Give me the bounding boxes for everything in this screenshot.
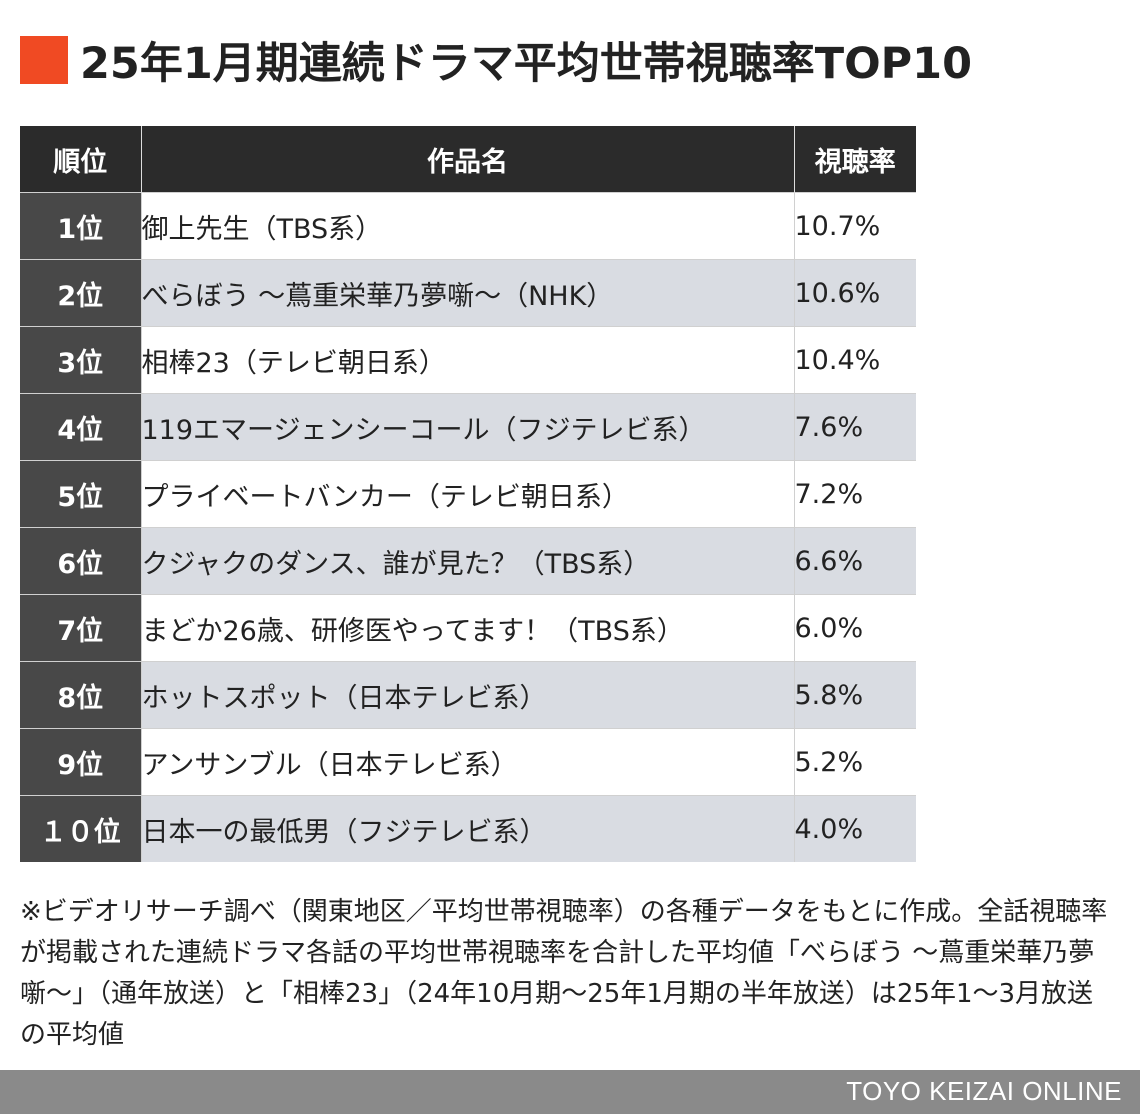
table-row: 9位 アンサンブル（日本テレビ系） 5.2%: [20, 728, 916, 796]
rating-cell: 10.7%: [793, 192, 916, 260]
rank-cell: 3位: [20, 326, 141, 394]
drama-title-cell: 日本一の最低男（フジテレビ系）: [140, 795, 794, 862]
table-row: 2位 べらぼう ～蔦重栄華乃夢噺～（NHK） 10.6%: [20, 259, 916, 327]
footnote: ※ビデオリサーチ調べ（関東地区／平均世帯視聴率）の各種データをもとに作成。全話視…: [20, 897, 1108, 1050]
rating-cell: 6.0%: [793, 594, 916, 662]
drama-title-cell: 御上先生（TBS系）: [140, 192, 794, 260]
drama-title-cell: プライベートバンカー（テレビ朝日系）: [140, 460, 794, 528]
rating-cell: 6.6%: [793, 527, 916, 595]
rating-cell: 7.6%: [793, 393, 916, 461]
rating-cell: 7.2%: [793, 460, 916, 528]
footer-brand: TOYO KEIZAI ONLINE: [846, 1076, 1122, 1106]
drama-title-cell: 119エマージェンシーコール（フジテレビ系）: [140, 393, 794, 461]
column-header-rate: 視聴率: [793, 126, 916, 193]
drama-title-cell: べらぼう ～蔦重栄華乃夢噺～（NHK）: [140, 259, 794, 327]
rank-cell: １０位: [20, 795, 141, 862]
footer-bar: TOYO KEIZAI ONLINE: [0, 1070, 1140, 1114]
rank-cell: 5位: [20, 460, 141, 528]
ranking-table: 順位 作品名 視聴率 1位 御上先生（TBS系） 10.7% 2位 べらぼう ～蔦重栄華…: [20, 126, 916, 862]
drama-title-cell: ホットスポット（日本テレビ系）: [140, 661, 794, 729]
drama-title-cell: まどか26歳、研修医やってます！（TBS系）: [140, 594, 794, 662]
rating-cell: 10.4%: [793, 326, 916, 394]
rank-cell: 7位: [20, 594, 141, 662]
rank-cell: 6位: [20, 527, 141, 595]
column-header-title: 作品名: [140, 126, 794, 193]
title-marker-square: [20, 36, 68, 84]
rank-cell: 2位: [20, 259, 141, 327]
rating-cell: 4.0%: [793, 795, 916, 862]
table-row: １０位 日本一の最低男（フジテレビ系） 4.0%: [20, 795, 916, 862]
table-row: 1位 御上先生（TBS系） 10.7%: [20, 192, 916, 260]
column-header-rank: 順位: [20, 126, 141, 193]
rating-cell: 10.6%: [793, 259, 916, 327]
table-row: 4位 119エマージェンシーコール（フジテレビ系） 7.6%: [20, 393, 916, 461]
table-body: 1位 御上先生（TBS系） 10.7% 2位 べらぼう ～蔦重栄華乃夢噺～（NHK） 10…: [20, 192, 916, 862]
rating-cell: 5.2%: [793, 728, 916, 796]
drama-title-cell: アンサンブル（日本テレビ系）: [140, 728, 794, 796]
chart-title-block: 25年1月期連続ドラマ平均世帯視聴率TOP10: [20, 32, 972, 89]
table-row: 8位 ホットスポット（日本テレビ系） 5.8%: [20, 661, 916, 729]
rating-cell: 5.8%: [793, 661, 916, 729]
rank-cell: 1位: [20, 192, 141, 260]
table-header-row: 順位 作品名 視聴率: [20, 126, 916, 193]
table-row: 3位 相棒23（テレビ朝日系） 10.4%: [20, 326, 916, 394]
rank-cell: 9位: [20, 728, 141, 796]
table-row: 6位 クジャクのダンス、誰が見た？（TBS系） 6.6%: [20, 527, 916, 595]
chart-title: 25年1月期連続ドラマ平均世帯視聴率TOP10: [80, 39, 972, 89]
table-row: 5位 プライベートバンカー（テレビ朝日系） 7.2%: [20, 460, 916, 528]
drama-title-cell: 相棒23（テレビ朝日系）: [140, 326, 794, 394]
rank-cell: 8位: [20, 661, 141, 729]
drama-title-cell: クジャクのダンス、誰が見た？（TBS系）: [140, 527, 794, 595]
table-row: 7位 まどか26歳、研修医やってます！（TBS系） 6.0%: [20, 594, 916, 662]
rank-cell: 4位: [20, 393, 141, 461]
